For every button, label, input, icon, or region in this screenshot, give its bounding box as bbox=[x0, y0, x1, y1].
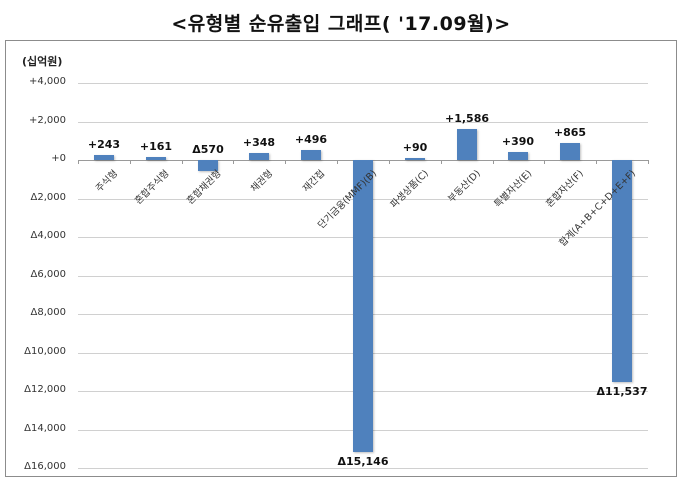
y-tick-label: +0 bbox=[51, 153, 66, 164]
bar bbox=[508, 152, 528, 160]
data-label: Δ570 bbox=[192, 143, 224, 156]
bar bbox=[301, 150, 321, 160]
y-tick-label: Δ4,000 bbox=[30, 230, 66, 241]
bar bbox=[353, 160, 373, 452]
bar bbox=[560, 143, 580, 160]
gridline bbox=[78, 122, 648, 123]
x-axis-tick bbox=[130, 160, 131, 164]
y-tick-label: Δ16,000 bbox=[24, 461, 66, 472]
data-label: +496 bbox=[294, 133, 328, 146]
x-axis-tick bbox=[182, 160, 183, 164]
x-axis-tick bbox=[389, 160, 390, 164]
chart-frame bbox=[5, 40, 677, 477]
x-axis-tick bbox=[78, 160, 79, 164]
y-tick-label: +4,000 bbox=[28, 76, 66, 87]
x-axis-tick bbox=[648, 160, 649, 164]
x-axis-tick bbox=[285, 160, 286, 164]
data-label: +1,586 bbox=[444, 112, 489, 125]
bar bbox=[146, 157, 166, 160]
y-tick-label: Δ12,000 bbox=[24, 384, 66, 395]
y-tick-label: Δ2,000 bbox=[30, 192, 66, 203]
x-axis-tick bbox=[337, 160, 338, 164]
y-tick-label: Δ8,000 bbox=[30, 307, 66, 318]
chart-title: <유형별 순유출입 그래프( '17.09월)> bbox=[171, 13, 511, 35]
bar bbox=[198, 160, 218, 171]
y-tick-label: Δ6,000 bbox=[30, 269, 66, 280]
data-label: Δ15,146 bbox=[337, 455, 389, 468]
data-label: +90 bbox=[402, 141, 428, 154]
y-tick-label: Δ14,000 bbox=[24, 423, 66, 434]
x-axis-tick bbox=[233, 160, 234, 164]
y-axis-unit-label: (십억원) bbox=[22, 55, 63, 68]
bar bbox=[457, 129, 477, 160]
data-label: +390 bbox=[501, 135, 535, 148]
x-axis-tick bbox=[596, 160, 597, 164]
bar bbox=[612, 160, 632, 382]
y-tick-label: Δ10,000 bbox=[24, 346, 66, 357]
bar bbox=[249, 153, 269, 160]
bar bbox=[405, 158, 425, 160]
gridline bbox=[78, 468, 648, 469]
data-label: +348 bbox=[242, 136, 276, 149]
gridline bbox=[78, 83, 648, 84]
bar bbox=[94, 155, 114, 160]
x-axis-tick bbox=[493, 160, 494, 164]
x-axis-tick bbox=[544, 160, 545, 164]
y-tick-label: +2,000 bbox=[28, 115, 66, 126]
data-label: +865 bbox=[553, 126, 587, 139]
data-label: +161 bbox=[139, 140, 173, 153]
x-axis-tick bbox=[441, 160, 442, 164]
data-label: +243 bbox=[87, 138, 121, 151]
data-label: Δ11,537 bbox=[596, 385, 648, 398]
